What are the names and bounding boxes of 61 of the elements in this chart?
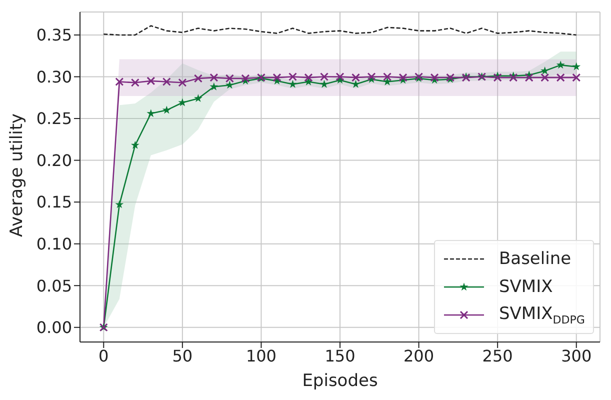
point	[194, 94, 202, 102]
point	[398, 73, 408, 82]
y-tick-label: 0.25	[36, 109, 72, 128]
point	[352, 73, 360, 82]
legend-label: SVMIX	[499, 277, 553, 297]
point	[130, 78, 140, 87]
point	[178, 98, 187, 106]
point	[288, 80, 297, 88]
point	[367, 72, 376, 81]
point	[210, 73, 218, 82]
point	[115, 200, 124, 208]
y-tick-label: 0.10	[36, 234, 72, 254]
legend-label: Baseline	[499, 249, 572, 269]
point	[146, 76, 156, 86]
point	[524, 73, 534, 82]
y-tick-label: 0.15	[36, 192, 72, 212]
point	[352, 80, 360, 88]
y-tick-label: 0.00	[36, 318, 72, 338]
y-axis-title: Average utility	[7, 113, 28, 237]
point	[320, 80, 328, 88]
point	[162, 78, 171, 86]
point	[493, 73, 502, 82]
point	[225, 74, 234, 83]
legend-label: SVMIX$_{DDPG}$	[499, 304, 585, 326]
x-tick-label: 250	[482, 346, 513, 366]
x-tick-label: 300	[561, 346, 592, 366]
x-tick-label: 100	[246, 346, 276, 366]
y-tick-label: 0.35	[36, 26, 72, 45]
y-tick-label: 0.05	[36, 276, 72, 296]
point	[241, 74, 250, 83]
line-series	[102, 25, 578, 36]
point	[162, 106, 171, 114]
point	[572, 62, 581, 70]
y-tick-label: 0.30	[36, 67, 72, 86]
x-tick-label: 50	[172, 346, 193, 366]
y-tick-label: 0.20	[36, 150, 72, 170]
point	[540, 66, 550, 74]
point	[178, 78, 187, 87]
point	[288, 72, 297, 81]
point	[509, 73, 518, 82]
point	[194, 74, 202, 83]
point	[115, 78, 124, 86]
point	[320, 72, 328, 81]
point	[146, 109, 156, 118]
point	[383, 72, 392, 81]
x-tick-label: 150	[324, 346, 356, 366]
x-tick-label: 0	[98, 346, 109, 366]
point	[304, 73, 313, 82]
point	[225, 80, 234, 89]
x-axis-title: Episodes	[302, 371, 378, 391]
point	[210, 82, 218, 90]
point	[556, 60, 565, 69]
point	[272, 73, 282, 82]
x-tick-label: 200	[404, 346, 434, 366]
point	[383, 77, 392, 86]
point	[130, 140, 140, 149]
point	[430, 73, 439, 82]
point	[336, 72, 344, 81]
point	[572, 73, 581, 82]
point	[556, 73, 565, 82]
point	[540, 73, 550, 82]
